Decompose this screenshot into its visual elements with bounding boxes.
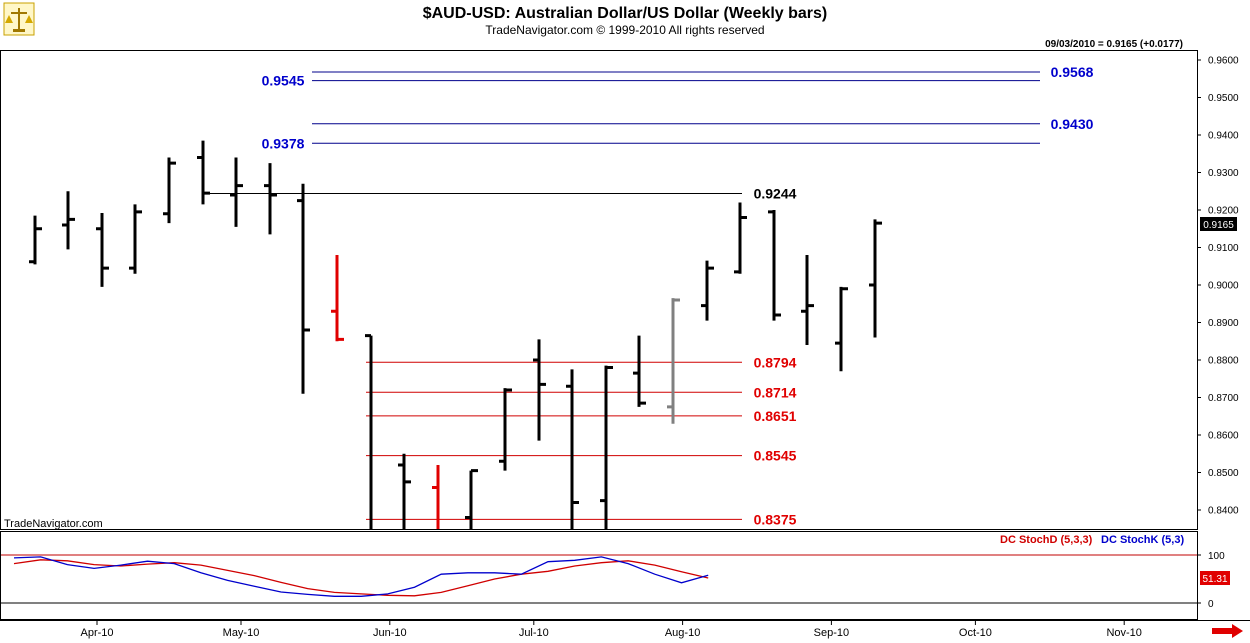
level-label: 0.9244: [754, 186, 797, 202]
price-bar: [633, 335, 646, 407]
stoch-value-box: [1200, 571, 1230, 585]
price-tick-label: 0.8400: [1208, 506, 1239, 517]
price-tick-label: 0.8800: [1208, 356, 1239, 367]
price-tick-label: 0.9400: [1208, 131, 1239, 142]
levels: 0.9568 0.9545 0.9430 0.9378 0.9244 0.8794 0.87…: [205, 64, 1094, 527]
price-tick-label: 0.9000: [1208, 281, 1239, 292]
level-label: 0.8714: [754, 384, 797, 400]
stoch-k-line: [13, 556, 709, 597]
price-bar: [566, 369, 579, 529]
price-bar: [701, 260, 714, 321]
x-tick-label: Apr-10: [80, 627, 113, 639]
price-bar: [297, 183, 310, 394]
price-bar: [465, 469, 478, 529]
level-label: 0.9568: [1051, 64, 1094, 80]
price-bar: [264, 163, 277, 235]
price-tick-label: 0.9100: [1208, 243, 1239, 254]
level-label: 0.8375: [754, 511, 797, 527]
chart-title: $AUD-USD: Australian Dollar/US Dollar (W…: [423, 5, 828, 22]
price-bar: [398, 453, 411, 529]
level-label: 0.8794: [754, 354, 797, 370]
stoch-tick-label: 0: [1208, 599, 1214, 610]
x-tick-label: Jun-10: [373, 627, 407, 639]
x-tick-label: Oct-10: [959, 627, 992, 639]
level-label: 0.8651: [754, 408, 797, 424]
x-tick-label: Jul-10: [519, 627, 549, 639]
price-bar: [835, 286, 848, 372]
price-bar: [869, 219, 882, 338]
price-bars: [29, 140, 882, 529]
chart-subtitle: TradeNavigator.com © 1999-2010 All right…: [485, 23, 764, 37]
price-tick-label: 0.8600: [1208, 431, 1239, 442]
legend-stoch-k: DC StochK (5,3): [1101, 534, 1184, 546]
trade-navigator-logo-icon: [3, 2, 35, 36]
price-axis: 0.9600 0.9500 0.9400 0.9300 0.9200 0.9100 0.90…: [1197, 56, 1239, 517]
stoch-d-line: [13, 559, 709, 597]
price-tick-label: 0.9200: [1208, 206, 1239, 217]
price-tick-label: 0.8700: [1208, 393, 1239, 404]
price-tick-label: 0.9300: [1208, 168, 1239, 179]
price-bar: [734, 202, 747, 274]
price-bar: [499, 388, 512, 471]
x-tick-label: May-10: [223, 627, 260, 639]
level-label: 0.8545: [754, 448, 797, 464]
price-bar: [365, 334, 373, 529]
price-bar: [163, 157, 176, 224]
price-bar: [29, 215, 42, 265]
price-bar: [801, 255, 814, 345]
x-tick-label: Aug-10: [665, 627, 700, 639]
legend-stoch-d: DC StochD (5,3,3): [1000, 534, 1093, 546]
price-bar: [432, 465, 440, 529]
level-label: 0.9545: [262, 73, 305, 89]
price-bar: [533, 339, 546, 441]
stoch-tick-label: 100: [1208, 551, 1225, 562]
price-bar: [129, 204, 142, 274]
x-tick-label: Nov-10: [1106, 627, 1141, 639]
price-bar: [331, 255, 344, 342]
price-bar: [600, 365, 613, 529]
watermark: TradeNavigator.com: [4, 518, 103, 530]
price-bar: [230, 157, 243, 227]
price-bar: [197, 140, 210, 205]
stoch-plot-frame: [0, 531, 1198, 620]
price-bar: [667, 298, 680, 424]
x-axis: Apr-10 May-10 Jun-10 Jul-10 Aug-10 Sep-10 Oct-…: [80, 620, 1142, 639]
price-tick-label: 0.8900: [1208, 318, 1239, 329]
price-bar: [62, 191, 75, 250]
scroll-right-arrow-icon[interactable]: [1212, 624, 1243, 638]
level-label: 0.9430: [1051, 116, 1094, 132]
last-price-label: 0.9165: [1203, 220, 1234, 231]
price-bar: [96, 213, 109, 287]
price-plot-frame: [0, 50, 1198, 530]
last-price-box: [1200, 217, 1237, 231]
stoch-value-label: 51.31: [1202, 574, 1227, 585]
price-tick-label: 0.8500: [1208, 468, 1239, 479]
price-bar: [768, 210, 781, 321]
price-tick-label: 0.9600: [1208, 56, 1239, 67]
x-tick-label: Sep-10: [814, 627, 849, 639]
price-tick-label: 0.9500: [1208, 93, 1239, 104]
stochastic: 100 0: [1, 551, 1225, 610]
level-label: 0.9378: [262, 135, 305, 151]
last-quote: 09/03/2010 = 0.9165 (+0.0177): [1045, 39, 1183, 50]
